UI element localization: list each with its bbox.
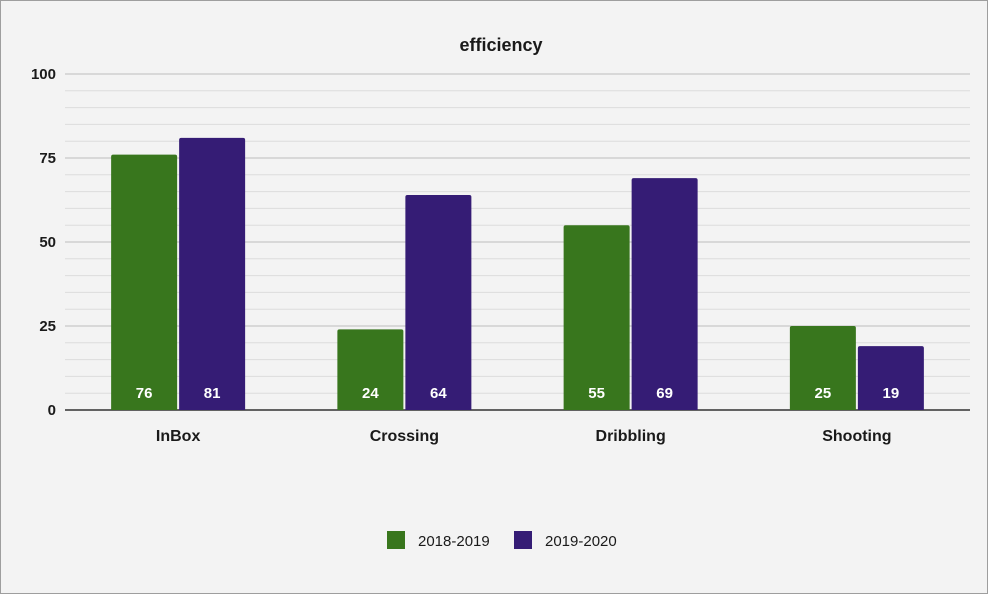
data-label: 24 (362, 385, 379, 402)
bar-shooting-2018-2019 (789, 326, 856, 410)
data-label: 64 (430, 385, 447, 402)
bar-crossing-2018-2019 (337, 329, 404, 410)
legend-swatch (514, 531, 532, 549)
y-tick-label: 25 (39, 318, 56, 335)
bar-dribbling-2019-2020 (631, 178, 698, 410)
data-label: 55 (588, 385, 605, 402)
data-label: 25 (815, 385, 832, 402)
data-label: 19 (883, 385, 900, 402)
legend: 2018-2019 2019-2020 (387, 531, 617, 550)
x-axis-categories: InBox Crossing Dribbling Shooting (156, 428, 892, 445)
data-label: 81 (204, 385, 221, 402)
y-tick-label: 100 (31, 66, 56, 83)
bar-inbox-2019-2020 (179, 137, 246, 410)
data-labels: 76 81 24 64 55 69 25 19 (136, 385, 899, 402)
chart-title: efficiency (459, 35, 542, 55)
category-label: Dribbling (596, 428, 666, 445)
category-label: InBox (156, 428, 201, 445)
legend-swatch (387, 531, 405, 549)
category-label: Shooting (822, 428, 891, 445)
bar-dribbling-2018-2019 (563, 225, 630, 410)
legend-label: 2019-2020 (545, 533, 617, 550)
y-tick-label: 75 (39, 150, 56, 167)
y-tick-label: 50 (39, 234, 56, 251)
bar-crossing-2019-2020 (405, 194, 472, 410)
bars (111, 137, 924, 410)
data-label: 69 (656, 385, 673, 402)
bar-shooting-2019-2020 (857, 346, 924, 410)
bar-inbox-2018-2019 (111, 154, 178, 410)
data-label: 76 (136, 385, 153, 402)
y-tick-label: 0 (48, 402, 56, 419)
legend-label: 2018-2019 (418, 533, 490, 550)
y-axis-ticks: 0 25 50 75 100 (31, 66, 56, 419)
category-label: Crossing (370, 428, 439, 445)
